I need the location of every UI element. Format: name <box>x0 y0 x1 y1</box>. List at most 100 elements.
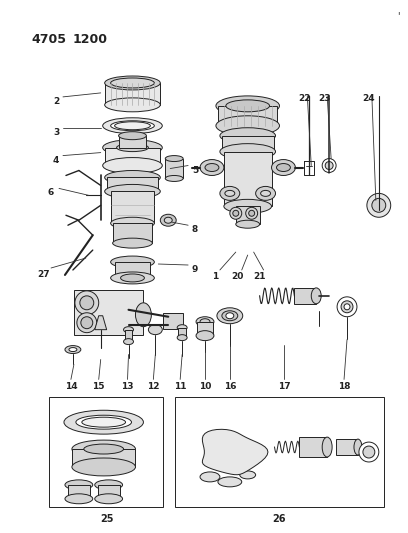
Bar <box>124 330 133 342</box>
Bar <box>106 177 158 191</box>
Ellipse shape <box>220 128 275 144</box>
Ellipse shape <box>226 100 270 112</box>
Ellipse shape <box>82 417 126 427</box>
Ellipse shape <box>113 238 152 248</box>
Ellipse shape <box>165 156 183 161</box>
Ellipse shape <box>121 274 144 282</box>
Bar <box>74 290 144 335</box>
Text: 5: 5 <box>192 166 198 174</box>
Bar <box>163 313 183 329</box>
Text: 17: 17 <box>278 382 291 391</box>
Ellipse shape <box>196 330 214 341</box>
Bar <box>115 262 151 278</box>
Ellipse shape <box>149 325 162 335</box>
Circle shape <box>341 301 353 313</box>
Bar <box>68 485 90 499</box>
Ellipse shape <box>105 184 160 198</box>
Ellipse shape <box>216 116 279 136</box>
Text: 24: 24 <box>363 94 375 103</box>
Circle shape <box>337 297 357 317</box>
Ellipse shape <box>117 144 149 151</box>
Bar <box>175 397 384 507</box>
Ellipse shape <box>354 439 362 455</box>
Text: 8: 8 <box>192 225 198 234</box>
Bar <box>98 485 120 499</box>
Text: 4705: 4705 <box>31 33 66 46</box>
Text: 21: 21 <box>253 272 266 281</box>
Text: 12: 12 <box>147 382 160 391</box>
Text: 22: 22 <box>298 94 310 103</box>
Bar <box>119 136 146 148</box>
Ellipse shape <box>111 217 154 229</box>
Bar <box>197 322 213 336</box>
Text: 13: 13 <box>121 382 134 391</box>
Ellipse shape <box>103 140 162 156</box>
Circle shape <box>325 161 333 169</box>
Ellipse shape <box>208 457 226 467</box>
Bar <box>218 106 277 126</box>
Bar <box>299 437 327 457</box>
Ellipse shape <box>220 187 240 200</box>
Ellipse shape <box>111 78 154 88</box>
Ellipse shape <box>111 256 154 268</box>
Bar <box>113 223 152 243</box>
Ellipse shape <box>196 317 214 327</box>
Bar <box>178 328 186 337</box>
Ellipse shape <box>272 159 295 175</box>
Ellipse shape <box>205 164 219 172</box>
Ellipse shape <box>115 122 151 130</box>
Ellipse shape <box>65 345 81 353</box>
Text: 25: 25 <box>100 514 113 524</box>
Ellipse shape <box>236 220 259 228</box>
Text: 20: 20 <box>232 272 244 281</box>
Ellipse shape <box>64 410 144 434</box>
Text: 6: 6 <box>48 188 54 197</box>
Text: 23: 23 <box>318 94 330 103</box>
Ellipse shape <box>105 171 160 184</box>
Circle shape <box>233 211 239 216</box>
Text: 11: 11 <box>174 382 186 391</box>
Ellipse shape <box>65 494 93 504</box>
Text: ': ' <box>397 11 400 21</box>
Ellipse shape <box>111 272 154 284</box>
Ellipse shape <box>72 458 135 476</box>
Ellipse shape <box>200 159 224 175</box>
Ellipse shape <box>124 327 133 333</box>
Text: 2: 2 <box>53 97 59 106</box>
Ellipse shape <box>222 311 238 321</box>
Ellipse shape <box>95 480 122 490</box>
Ellipse shape <box>200 319 210 325</box>
Ellipse shape <box>72 440 135 458</box>
Polygon shape <box>95 316 106 330</box>
Text: 1200: 1200 <box>73 33 108 46</box>
Ellipse shape <box>135 303 151 327</box>
Ellipse shape <box>119 132 146 140</box>
Ellipse shape <box>261 190 271 196</box>
Circle shape <box>81 317 93 329</box>
Text: 15: 15 <box>93 382 105 391</box>
Text: 18: 18 <box>338 382 350 391</box>
Bar <box>165 158 183 179</box>
Bar <box>111 191 154 223</box>
Text: 16: 16 <box>224 382 236 391</box>
Ellipse shape <box>177 325 187 330</box>
Bar <box>295 288 316 304</box>
Text: 4: 4 <box>53 156 59 165</box>
Circle shape <box>363 446 375 458</box>
Text: 27: 27 <box>37 270 49 279</box>
Circle shape <box>249 211 255 216</box>
Ellipse shape <box>124 338 133 345</box>
Bar <box>72 449 135 467</box>
Circle shape <box>75 291 99 315</box>
Ellipse shape <box>76 415 131 429</box>
Bar <box>105 148 160 166</box>
Ellipse shape <box>111 121 154 131</box>
Ellipse shape <box>69 348 77 352</box>
Bar <box>105 83 160 105</box>
Ellipse shape <box>177 335 187 341</box>
Circle shape <box>344 304 350 310</box>
Bar <box>224 151 272 206</box>
Ellipse shape <box>65 480 93 490</box>
Ellipse shape <box>160 214 176 226</box>
Ellipse shape <box>95 494 122 504</box>
